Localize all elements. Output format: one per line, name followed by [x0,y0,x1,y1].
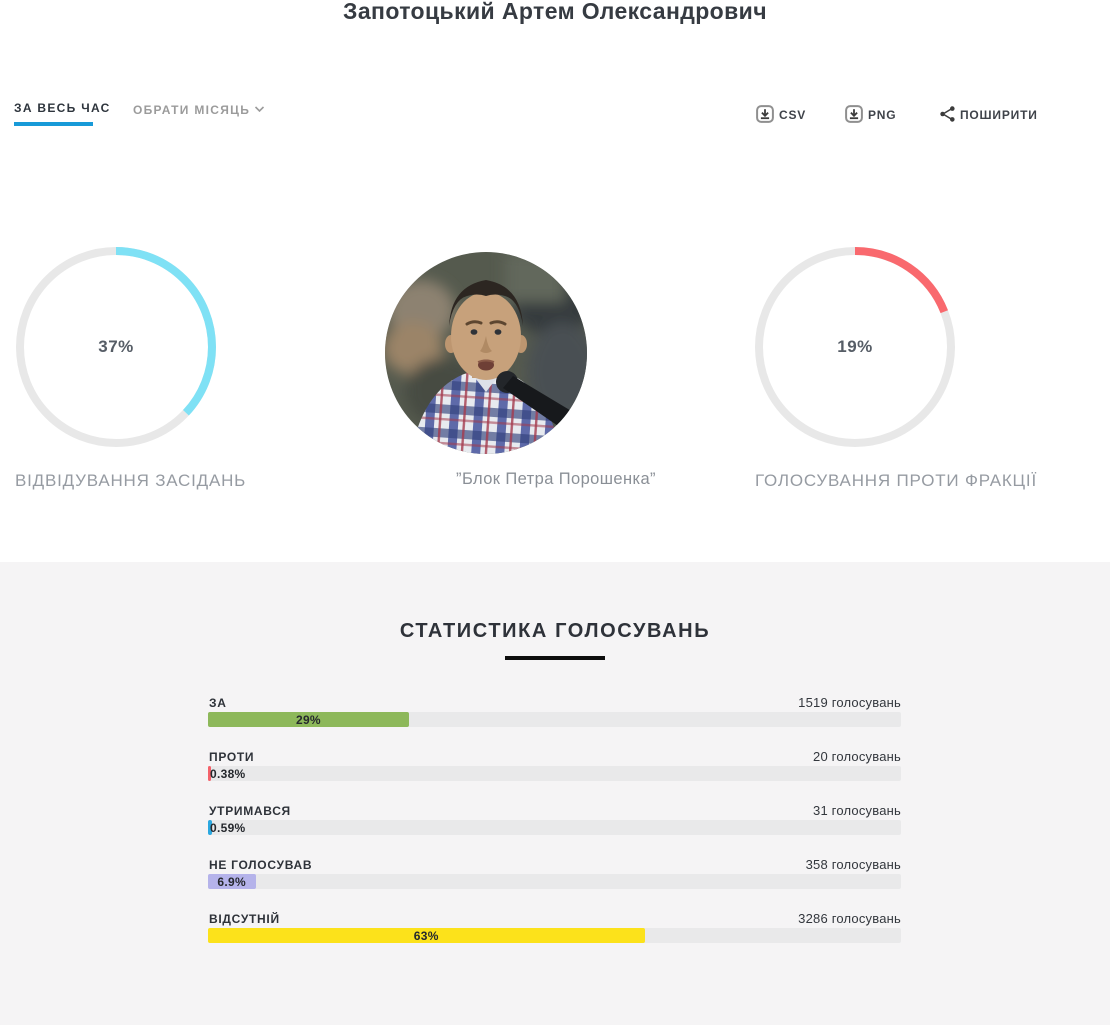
voting-stats-section: СТАТИСТИКА ГОЛОСУВАНЬ ЗА 1519 голосувань… [0,562,1110,1025]
vote-count: 31 голосувань [813,803,901,818]
attendance-donut-chart: 37% [15,246,217,448]
vote-bar-fill [208,766,211,781]
vote-category-label: ПРОТИ [209,750,255,764]
download-csv-label: CSV [779,108,807,122]
against-faction-label: ГОЛОСУВАННЯ ПРОТИ ФРАКЦІЇ [755,471,1037,490]
tab-all-time-label: ЗА ВЕСЬ ЧАС [14,101,111,115]
vote-category-label: ЗА [209,696,227,710]
vote-bar-fill [208,820,213,835]
tab-pick-month[interactable]: ОБРАТИ МІСЯЦЬ [133,101,265,117]
vote-count: 20 голосувань [813,749,901,764]
download-csv-button[interactable]: CSV [756,104,806,126]
vote-bar-track: 63% [208,928,901,943]
vote-bar-fill [208,712,409,727]
vote-stat-row: УТРИМАВСЯ 31 голосувань 0.59% [208,803,901,836]
heading-divider [505,656,605,660]
vote-stat-row: ПРОТИ 20 голосувань 0.38% [208,749,901,782]
vote-bar-track: 29% [208,712,901,727]
active-tab-underline [14,122,93,126]
deputy-photo [385,252,587,454]
against-faction-donut-chart: 19% [754,246,956,448]
page-title: Запотоцький Артем Олександрович [343,0,767,24]
attendance-label: ВІДВІДУВАННЯ ЗАСІДАНЬ [15,471,247,490]
download-png-label: PNG [868,108,897,122]
vote-percent-label: 6.9% [217,875,246,889]
vote-bar-fill [208,928,645,943]
vote-stat-row: НЕ ГОЛОСУВАВ 358 голосувань 6.9% [208,857,901,890]
vote-category-label: ВІДСУТНІЙ [209,912,280,926]
download-icon [845,104,863,126]
vote-bar-track: 0.38% [208,766,901,781]
chevron-down-icon [255,101,265,115]
tab-pick-month-label: ОБРАТИ МІСЯЦЬ [133,103,251,117]
vote-category-label: УТРИМАВСЯ [209,804,291,818]
share-label: ПОШИРИТИ [960,108,1038,122]
vote-bar-track: 0.59% [208,820,901,835]
vote-count: 358 голосувань [805,857,901,872]
vote-percent-label: 0.38% [210,767,246,781]
tab-all-time[interactable]: ЗА ВЕСЬ ЧАС [14,101,111,115]
share-button[interactable]: ПОШИРИТИ [940,104,1038,126]
vote-bar-fill [208,874,256,889]
download-icon [756,104,774,126]
vote-category-label: НЕ ГОЛОСУВАВ [209,858,313,872]
vote-percent-label: 0.59% [210,821,246,835]
vote-percent-label: 63% [413,929,439,943]
vote-percent-label: 29% [295,713,321,727]
vote-stat-row: ЗА 1519 голосувань 29% [208,695,901,728]
share-icon [940,105,955,125]
vote-bar-track: 6.9% [208,874,901,889]
vote-count: 3286 голосувань [798,911,901,926]
vote-count: 1519 голосувань [798,695,901,710]
vote-stat-row: ВІДСУТНІЙ 3286 голосувань 63% [208,911,901,944]
faction-caption: ”Блок Петра Порошенка” [456,470,656,488]
against-faction-percent: 19% [837,337,873,356]
attendance-percent: 37% [98,337,134,356]
download-png-button[interactable]: PNG [845,104,896,126]
stats-heading: СТАТИСТИКА ГОЛОСУВАНЬ [399,620,711,642]
